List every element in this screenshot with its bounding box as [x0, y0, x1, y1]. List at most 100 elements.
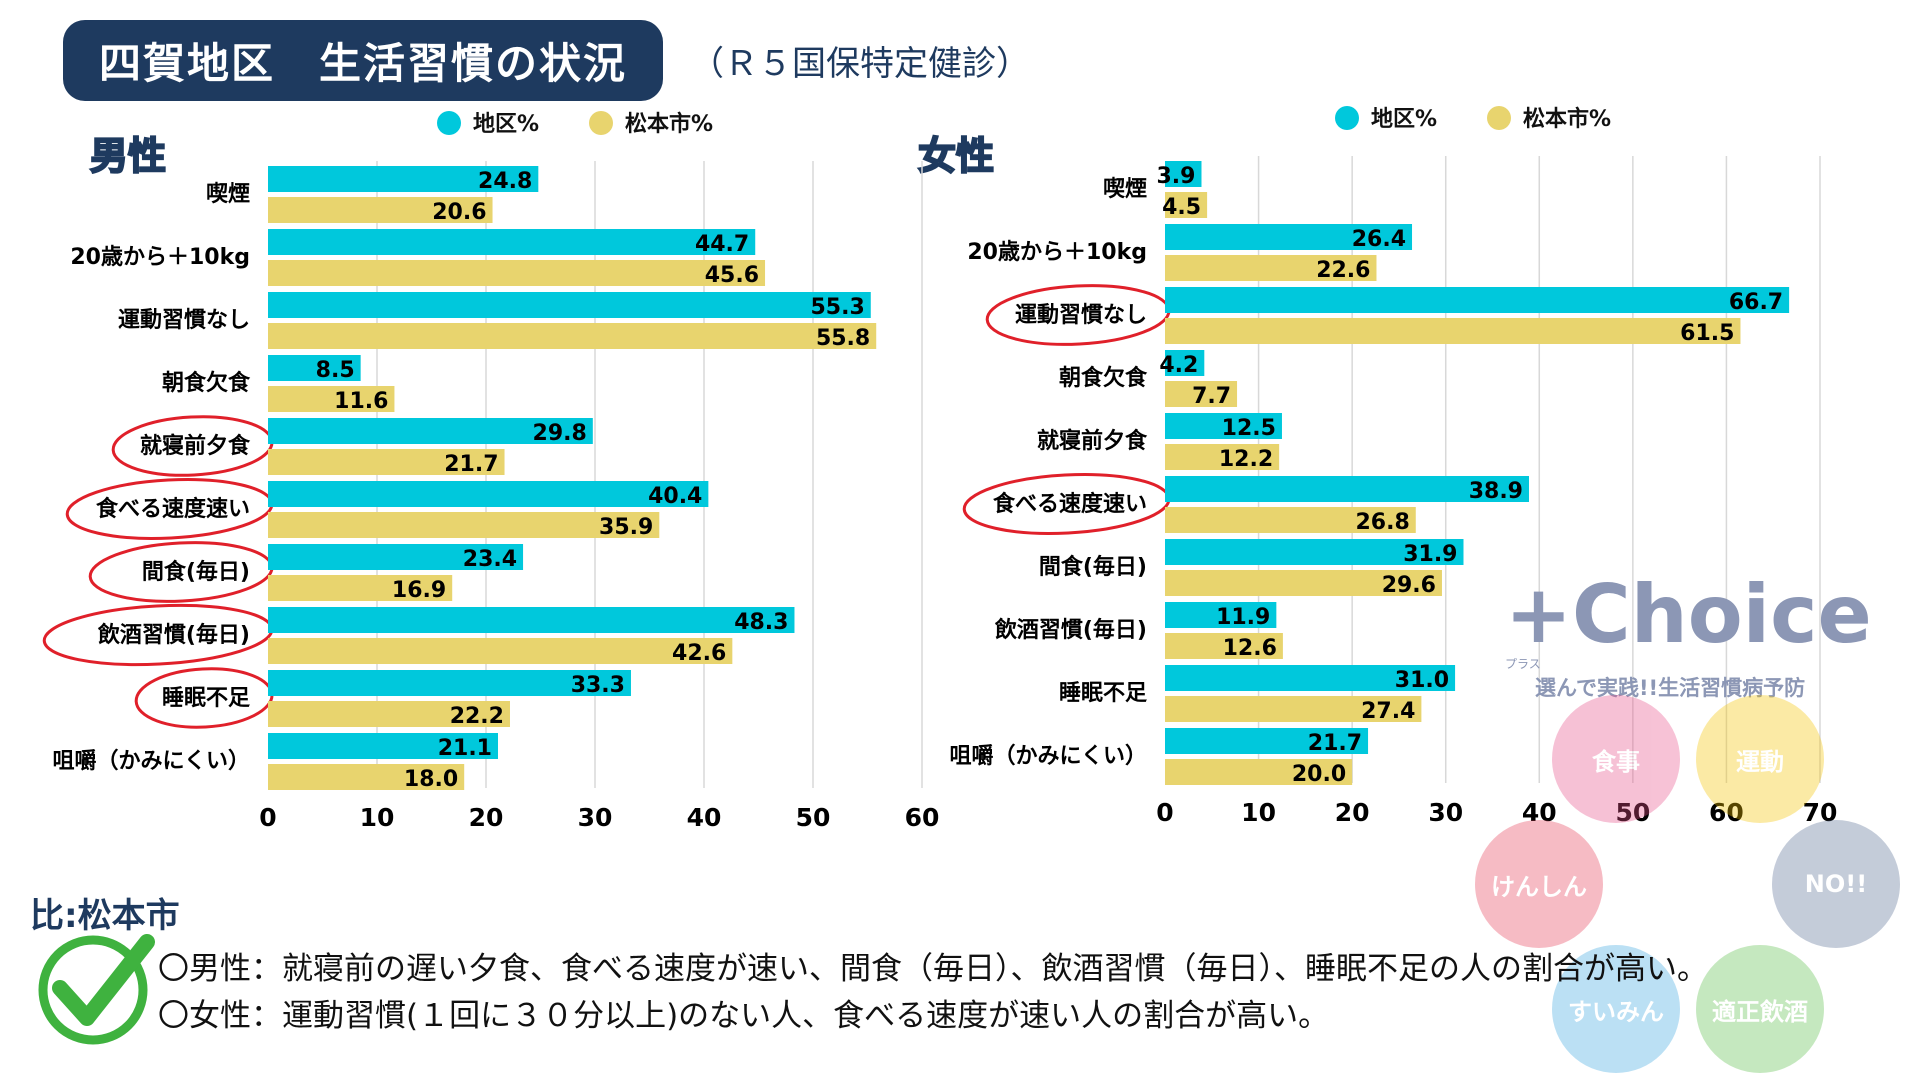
bar-district — [1165, 413, 1282, 439]
x-tick-label: 70 — [1803, 798, 1838, 827]
data-label: 11.9 — [1216, 605, 1270, 630]
bar-city — [1165, 759, 1353, 785]
x-tick-label: 0 — [1156, 798, 1173, 827]
bar-city — [268, 701, 510, 727]
x-tick-label: 30 — [1428, 798, 1463, 827]
category-label: 咀嚼（かみにくい） — [52, 749, 250, 774]
data-label: 23.4 — [463, 547, 517, 572]
legend-dot-icon — [1487, 106, 1512, 130]
category-label: 喫煙 — [206, 181, 250, 207]
category-label: 朝食欠食 — [162, 370, 251, 396]
data-label: 12.6 — [1223, 636, 1277, 661]
bar-city — [268, 260, 766, 286]
checkmark-icon — [38, 934, 155, 1045]
data-label: 24.8 — [478, 169, 532, 194]
category-label: 睡眠不足 — [162, 686, 250, 711]
bar-district — [1165, 287, 1790, 313]
legend-label: 地区% — [473, 112, 540, 137]
logo-circle-exercise: 運動 — [1696, 695, 1824, 823]
x-tick-label: 0 — [259, 803, 276, 832]
legend-label: 松本市% — [1523, 107, 1612, 132]
category-label: 20歳から＋10kg — [70, 245, 250, 270]
category-label: 咀嚼（かみにくい） — [949, 744, 1147, 769]
x-tick-label: 50 — [796, 803, 831, 832]
bar-district — [1165, 539, 1464, 565]
female-legend: 地区% 松本市% — [1335, 101, 1611, 133]
female-panel-label: 女性 — [917, 133, 995, 179]
bar-city — [1165, 318, 1741, 344]
data-label: 27.4 — [1361, 699, 1415, 724]
data-label: 29.8 — [533, 421, 587, 446]
bar-district — [268, 607, 795, 633]
bar-district — [1165, 665, 1456, 691]
data-label: 4.2 — [1159, 353, 1198, 378]
data-label: 38.9 — [1469, 479, 1523, 504]
logo-brand: +Choice — [1505, 568, 1872, 661]
data-label: 44.7 — [695, 232, 749, 257]
category-label: 食べる速度速い — [993, 491, 1147, 517]
data-label: 66.7 — [1729, 290, 1783, 315]
x-tick-label: 60 — [1709, 798, 1744, 827]
data-label: 21.7 — [444, 452, 498, 477]
data-label: 61.5 — [1680, 321, 1734, 346]
logo-circle-sleep: すいみん — [1552, 945, 1680, 1073]
logo-circle-drinking: 適正飲酒 — [1696, 945, 1824, 1073]
legend-item-city: 松本市% — [1487, 101, 1611, 133]
category-label: 運動習慣なし — [118, 307, 250, 333]
bar-city — [1165, 507, 1416, 533]
bar-city — [1165, 255, 1377, 281]
category-label: 飲酒習慣(毎日) — [97, 622, 250, 648]
bar-district — [268, 292, 871, 318]
bar-city — [1165, 570, 1442, 596]
x-tick-label: 40 — [1522, 798, 1557, 827]
note-male: 〇男性：就寝前の遅い夕食、食べる速度が速い、間食（毎日）、飲酒習慣（毎日）、睡眠… — [158, 951, 1708, 987]
x-tick-label: 50 — [1615, 798, 1650, 827]
data-label: 7.7 — [1192, 384, 1231, 409]
bar-city — [268, 386, 395, 412]
notes-heading: 比:松本市 — [30, 896, 180, 936]
data-label: 21.1 — [438, 736, 492, 761]
bar-city — [1165, 633, 1283, 659]
data-label: 22.6 — [1316, 258, 1370, 283]
data-label: 22.2 — [450, 704, 504, 729]
bar-district — [268, 481, 709, 507]
x-tick-label: 10 — [360, 803, 395, 832]
male-panel-label: 男性 — [89, 133, 167, 179]
logo-ruby: プラス — [1505, 657, 1541, 671]
category-label: 就寝前夕食 — [1037, 428, 1148, 454]
category-label: 間食(毎日) — [1039, 554, 1147, 580]
x-tick-label: 30 — [578, 803, 613, 832]
bar-district — [268, 733, 498, 759]
category-label: 運動習慣なし — [1015, 302, 1147, 328]
data-label: 42.6 — [672, 641, 726, 666]
logo-tagline: 選んで実践!!生活習慣病予防 — [1535, 676, 1806, 700]
male-legend: 地区% 松本市% — [437, 106, 713, 138]
bar-city — [1165, 444, 1280, 470]
x-tick-label: 60 — [905, 803, 940, 832]
data-label: 35.9 — [599, 515, 653, 540]
bar-district — [1165, 602, 1277, 628]
legend-item-district: 地区% — [437, 106, 539, 138]
bar-city — [1165, 192, 1208, 218]
legend-label: 松本市% — [625, 112, 714, 137]
logo-circle-meal: 食事 — [1552, 695, 1680, 823]
legend-dot-icon — [1335, 106, 1359, 130]
data-label: 4.5 — [1162, 195, 1201, 220]
bar-district — [268, 166, 539, 192]
data-label: 40.4 — [648, 484, 702, 509]
data-label: 45.6 — [705, 263, 759, 288]
legend-item-city: 松本市% — [589, 106, 713, 138]
data-label: 8.5 — [316, 358, 355, 383]
bar-city — [268, 575, 453, 601]
bar-district — [1165, 350, 1205, 376]
data-label: 55.3 — [810, 295, 864, 320]
data-label: 55.8 — [816, 326, 870, 351]
bar-district — [268, 670, 631, 696]
category-label: 食べる速度速い — [96, 496, 250, 522]
bar-city — [1165, 381, 1238, 407]
data-label: 18.0 — [404, 767, 458, 792]
data-label: 20.0 — [1292, 762, 1346, 787]
bar-city — [268, 512, 660, 538]
page-title: 四賀地区 生活習慣の状況 — [63, 20, 663, 101]
